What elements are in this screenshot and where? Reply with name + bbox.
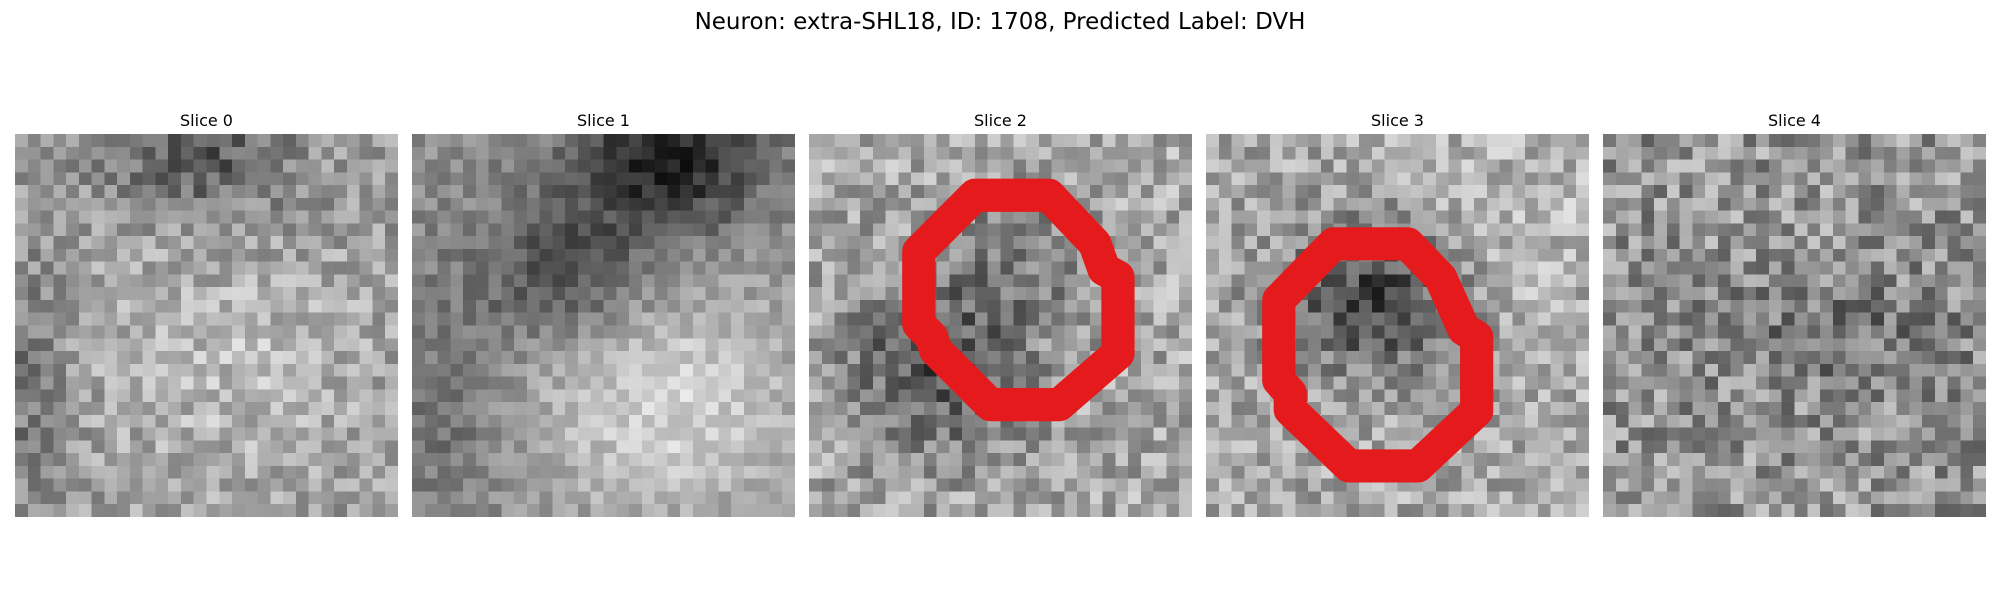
slice-title: Slice 4	[1768, 111, 1821, 130]
segmentation-contour	[902, 178, 1135, 422]
slice-image	[1206, 134, 1589, 517]
slice-panel-4: Slice 4	[1603, 108, 1986, 517]
slice-panel-1: Slice 1	[412, 108, 795, 517]
segmentation-contour	[1262, 227, 1494, 483]
slice-image	[412, 134, 795, 517]
slice-panel-0: Slice 0	[15, 108, 398, 517]
slice-image	[1603, 134, 1986, 517]
figure-title: Neuron: extra-SHL18, ID: 1708, Predicted…	[694, 9, 1306, 35]
slice-panel-2: Slice 2	[809, 108, 1192, 517]
slice-title: Slice 0	[180, 111, 233, 130]
slice-title: Slice 3	[1371, 111, 1424, 130]
slice-image	[15, 134, 398, 517]
slice-title: Slice 1	[577, 111, 630, 130]
slice-title: Slice 2	[974, 111, 1027, 130]
slice-panel-3: Slice 3	[1206, 108, 1589, 517]
slice-image	[809, 134, 1192, 517]
